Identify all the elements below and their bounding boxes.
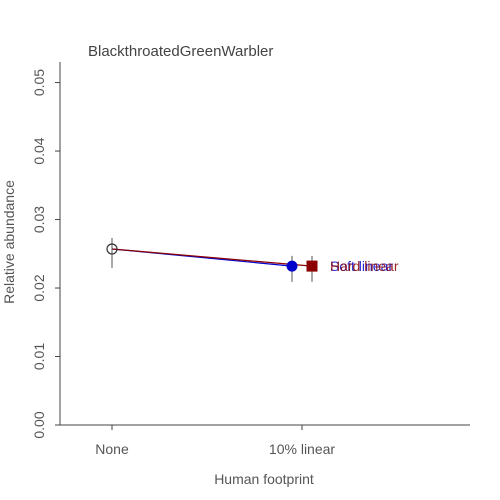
y-tick-label: 0.05 — [31, 69, 47, 96]
reference-point — [106, 243, 118, 255]
x-axis-label: Human footprint — [214, 471, 314, 487]
x-tick-label: 10% linear — [269, 441, 335, 457]
connector-line — [111, 248, 313, 267]
y-axis-label: Relative abundance — [1, 180, 17, 304]
y-tick-label: 0.00 — [31, 411, 47, 438]
y-tick-label: 0.02 — [31, 274, 47, 301]
y-tick-label: 0.01 — [31, 343, 47, 370]
y-tick-label: 0.03 — [31, 206, 47, 233]
series-point-circle — [286, 260, 298, 272]
chart-title: BlackthroatedGreenWarbler — [88, 43, 273, 60]
y-tick-label: 0.04 — [31, 137, 47, 164]
series-point-square — [306, 260, 318, 272]
x-tick-label: None — [95, 441, 129, 457]
series-label: Soft linear — [330, 258, 393, 274]
axes: 0.00 0.01 0.02 0.03 0.04 0.05 None 10% linear — [31, 62, 470, 457]
series-label: Hard linear — [330, 258, 399, 274]
